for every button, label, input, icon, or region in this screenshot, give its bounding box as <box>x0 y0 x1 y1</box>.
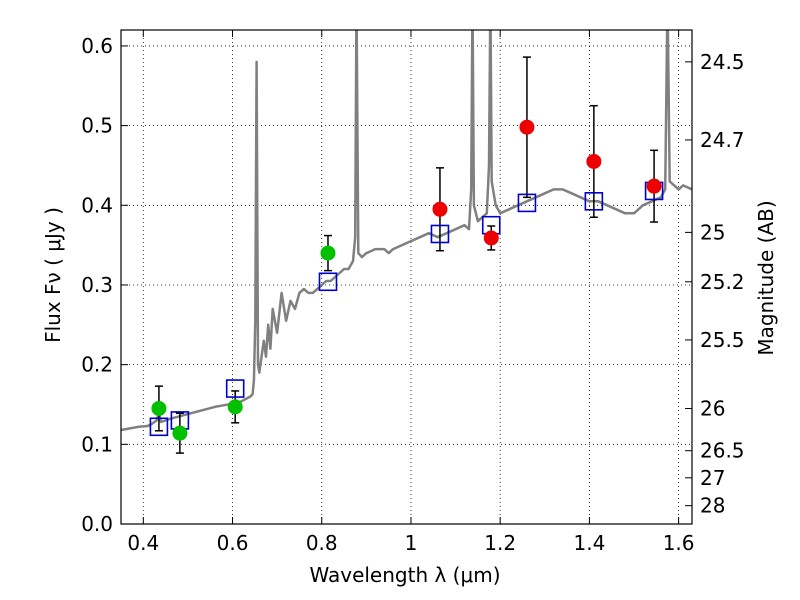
model-square <box>149 417 169 437</box>
mag-tick-label: 26 <box>700 396 725 420</box>
model-square <box>517 193 537 213</box>
x-tick-label: 1.6 <box>663 531 695 555</box>
observed-optical-point <box>227 399 243 415</box>
mag-tick-label: 25.2 <box>700 270 745 294</box>
model-square <box>430 224 450 244</box>
ticks: 0.4 0.6 0.8 1 1.2 1.4 1.6 0.0 0.1 0.2 0.3 0.4 0.5 0.6… <box>81 30 745 555</box>
grid <box>121 30 692 525</box>
model-square <box>318 272 338 292</box>
error-bars <box>154 56 659 454</box>
model-square <box>584 192 604 211</box>
observed-nir-point <box>646 178 662 194</box>
mag-tick-label: 25 <box>700 220 725 244</box>
y-tick-label: 0.1 <box>81 432 113 456</box>
y-axis-title: Flux Fν ( μJy ) <box>41 207 65 343</box>
y-tick-label: 0.2 <box>81 353 113 377</box>
y-tick-label: 0.0 <box>81 512 113 536</box>
mag-tick-label: 28 <box>700 494 725 518</box>
x-axis-title: Wavelength λ (μm) <box>309 563 500 587</box>
spectrum-line <box>121 30 692 432</box>
y-tick-label: 0.4 <box>81 193 113 217</box>
y-tick-label: 0.6 <box>81 34 113 58</box>
y-tick-label: 0.3 <box>81 273 113 297</box>
observed-nir-point <box>519 119 535 135</box>
observed-nir-point <box>586 153 602 169</box>
y-tick-label: 0.5 <box>81 114 113 138</box>
mag-tick-label: 24.5 <box>700 50 745 74</box>
x-tick-label: 0.6 <box>217 531 249 555</box>
model-square <box>225 379 245 398</box>
x-tick-label: 0.8 <box>306 531 338 555</box>
mag-tick-label: 25.5 <box>700 328 745 352</box>
mag-tick-label: 27 <box>700 466 725 490</box>
data-markers <box>149 119 664 441</box>
mag-tick-label: 26.5 <box>700 439 745 463</box>
mag-tick-label: 24.7 <box>700 128 745 152</box>
observed-optical-point <box>172 425 188 441</box>
observed-optical-point <box>151 400 167 416</box>
x-tick-label: 1 <box>405 531 418 555</box>
observed-optical-point <box>320 245 336 261</box>
plot-frame <box>120 29 693 525</box>
x-tick-label: 1.4 <box>573 531 605 555</box>
observed-nir-point <box>483 230 499 246</box>
model-spectrum-layer <box>121 30 692 432</box>
y2-axis-title: Magnitude (AB) <box>754 200 778 355</box>
observed-nir-point <box>432 201 448 217</box>
x-tick-label: 1.2 <box>484 531 516 555</box>
x-tick-label: 0.4 <box>127 531 159 555</box>
